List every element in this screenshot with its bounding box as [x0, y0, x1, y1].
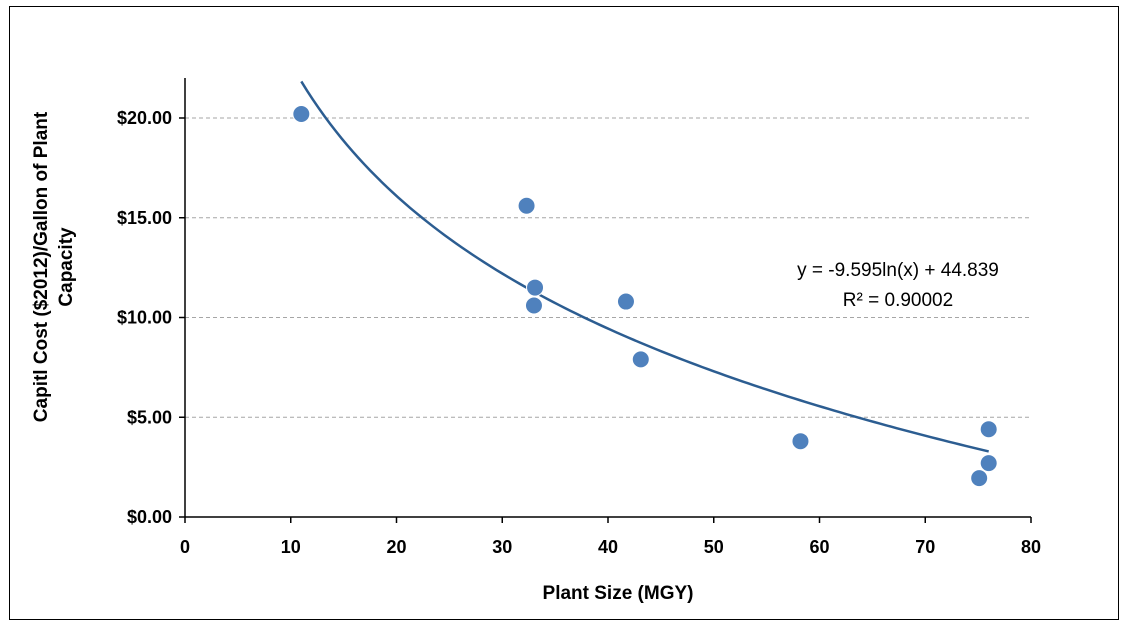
x-tick-label: 20	[386, 537, 406, 557]
x-axis-title: Plant Size (MGY)	[543, 583, 694, 604]
data-point	[979, 454, 998, 473]
x-tick-label: 0	[180, 537, 190, 557]
x-tick-label: 50	[704, 537, 724, 557]
data-point	[526, 278, 545, 297]
data-point	[979, 420, 998, 439]
data-point	[292, 105, 311, 124]
y-tick-label: $15.00	[117, 208, 172, 228]
y-tick-label: $20.00	[117, 108, 172, 128]
y-tick-label: $10.00	[117, 308, 172, 328]
data-point	[616, 292, 635, 311]
data-point	[631, 350, 650, 369]
trendline-equation: y = -9.595ln(x) + 44.839	[797, 260, 999, 281]
y-axis-title-line2: Capacity	[56, 227, 77, 307]
data-point	[517, 196, 536, 215]
x-tick-label: 40	[598, 537, 618, 557]
data-point	[524, 296, 543, 315]
x-tick-label: 10	[281, 537, 301, 557]
data-points	[292, 105, 998, 488]
y-axis-title-line1: Capitl Cost ($2012)/Gallon of Plant	[31, 111, 52, 422]
x-tick-label: 30	[492, 537, 512, 557]
r-squared-label: R² = 0.90002	[843, 290, 953, 311]
axes	[179, 78, 1032, 523]
y-tick-label: $0.00	[127, 507, 172, 527]
data-point	[970, 469, 989, 488]
x-tick-label: 70	[915, 537, 935, 557]
x-tick-label: 60	[809, 537, 829, 557]
tick-labels: $0.00 $5.00 $10.00 $15.00 $20.00 0 10 20 30 40 50 6…	[117, 108, 1041, 557]
y-tick-label: $5.00	[127, 407, 172, 427]
trendline	[300, 80, 989, 453]
data-point	[791, 432, 810, 451]
x-tick-label: 80	[1021, 537, 1041, 557]
